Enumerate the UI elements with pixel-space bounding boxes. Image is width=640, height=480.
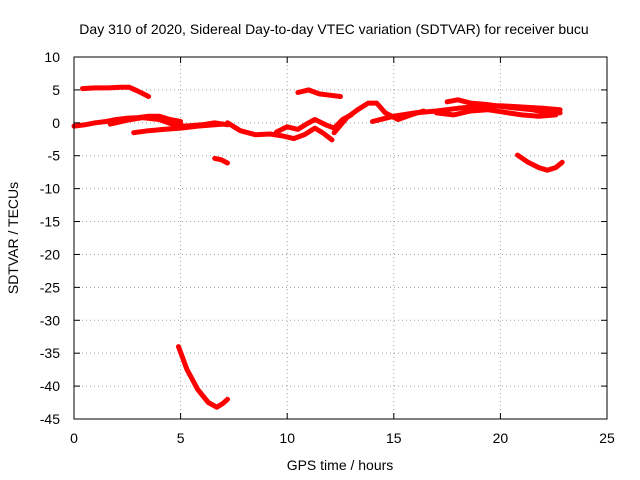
x-tick-label: 10 [279, 430, 295, 446]
series-line-arc-6 [176, 344, 230, 410]
series-line-arc-14 [515, 152, 565, 173]
y-tick-label: -35 [40, 345, 60, 361]
x-tick-labels: 0 5 10 15 20 25 [70, 430, 615, 446]
x-tick-label: 0 [70, 430, 78, 446]
y-tick-label: -5 [48, 148, 61, 164]
y-tick-label: 0 [52, 115, 60, 131]
x-tick-label: 25 [599, 430, 615, 446]
plot-frame [73, 56, 608, 420]
y-tick-label: -10 [40, 181, 60, 197]
y-tick-label: -40 [40, 378, 60, 394]
x-tick-label: 20 [493, 430, 509, 446]
x-tick-label: 5 [177, 430, 185, 446]
y-tick-label: -20 [40, 246, 60, 262]
axis-ticks [73, 56, 608, 420]
series-line-arc-5 [212, 155, 230, 166]
y-tick-label: -25 [40, 279, 60, 295]
series-line-arc-12 [444, 97, 563, 116]
y-tick-label: -15 [40, 214, 60, 230]
y-axis-title: SDTVAR / TECUs [5, 182, 21, 294]
series-line-arc-13 [433, 107, 559, 119]
x-tick-label: 15 [386, 430, 402, 446]
chart-title: Day 310 of 2020, Sidereal Day-to-day VTE… [79, 21, 588, 37]
series-line-arc-4 [131, 121, 226, 136]
data-series-group [71, 84, 565, 410]
y-tick-labels: 10 5 0 -5 -10 -15 -20 -25 -30 -35 -40 -45 [40, 49, 60, 427]
y-tick-label: 10 [44, 49, 60, 65]
series-line-arc-7 [225, 120, 335, 143]
x-axis-title: GPS time / hours [287, 457, 394, 473]
series-line-arc-1 [80, 84, 152, 99]
y-tick-label: -45 [40, 411, 60, 427]
series-line-arc-9 [295, 87, 343, 99]
y-tick-label: -30 [40, 312, 60, 328]
y-tick-label: 5 [52, 82, 60, 98]
